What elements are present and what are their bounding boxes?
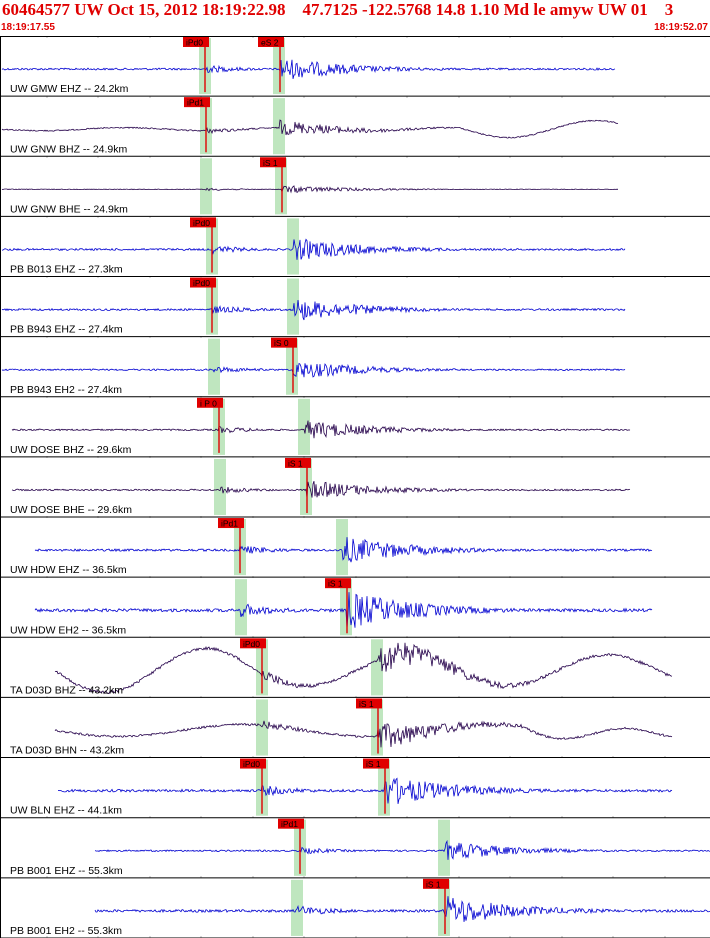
pick-label-box[interactable] — [260, 157, 286, 168]
pick-label-box[interactable] — [240, 758, 266, 769]
p-window — [200, 158, 212, 215]
pick-label: iPd0 — [193, 218, 210, 228]
station-label: TA D03D BHZ -- 43.2km — [10, 684, 123, 696]
pick-label-box[interactable] — [197, 397, 223, 408]
s-window — [275, 158, 287, 215]
p-window — [208, 338, 220, 395]
station-label: UW GNW BHZ -- 24.9km — [10, 143, 128, 155]
pick-label-box[interactable] — [183, 37, 209, 47]
s-window — [371, 699, 383, 756]
s-window — [298, 398, 310, 455]
pick-label-box[interactable] — [190, 277, 216, 288]
waveform-trace — [1, 185, 619, 194]
waveform-trace — [57, 777, 673, 804]
waveform-trace — [1, 238, 626, 260]
pick-label: iPd1 — [281, 819, 298, 829]
station-label: TA D03D BHN -- 43.2km — [10, 745, 124, 757]
pick-label: iS 1 — [263, 158, 278, 168]
station-label: UW GNW BHE -- 24.9km — [10, 203, 128, 215]
station-label: PB B013 EHZ -- 27.3km — [10, 264, 123, 276]
record-header: 60464577 UW Oct 15, 2012 18:19:22.98 47.… — [0, 0, 710, 36]
waveform-trace — [11, 480, 631, 499]
station-label: UW GMW EHZ -- 24.2km — [10, 83, 129, 95]
pick-label-box[interactable] — [356, 698, 382, 709]
pick-label: iS 1 — [359, 699, 374, 709]
station-label: UW HDW EH2 -- 36.5km — [10, 624, 126, 636]
station-label: PB B943 EH2 -- 27.4km — [10, 384, 122, 396]
station-label: PB B001 EH2 -- 55.3km — [10, 925, 122, 937]
pick-label-box[interactable] — [190, 217, 216, 228]
station-label: UW BLN EHZ -- 44.1km — [10, 805, 122, 817]
waveform-trace — [54, 720, 673, 748]
pick-label: eS 2 — [261, 38, 279, 48]
station-label: UW DOSE BHE -- 29.6km — [10, 504, 132, 516]
s-window — [300, 458, 312, 516]
s-window — [438, 819, 450, 876]
waveform-trace — [94, 896, 710, 922]
waveform-trace — [1, 119, 619, 139]
waveform-trace — [34, 592, 653, 629]
s-window — [286, 338, 298, 395]
pick-label-box[interactable] — [363, 758, 389, 769]
pick-label-box[interactable] — [258, 37, 284, 47]
pick-label: iS 1 — [426, 879, 441, 889]
waveform-trace — [11, 420, 631, 439]
pick-label-box[interactable] — [184, 97, 210, 108]
pick-label: iPd0 — [243, 639, 260, 649]
s-window — [438, 879, 450, 936]
pick-label-box[interactable] — [285, 457, 311, 468]
waveform-trace — [1, 362, 626, 378]
s-window — [336, 519, 348, 576]
station-label: PB B943 EHZ -- 27.4km — [10, 324, 123, 336]
waveform-trace — [1, 300, 626, 321]
waveform-trace — [34, 537, 653, 563]
pick-label-box[interactable] — [325, 578, 351, 589]
station-label: PB B001 EHZ -- 55.3km — [10, 865, 123, 877]
waveform-trace — [54, 642, 673, 695]
p-window — [256, 699, 268, 756]
p-window — [235, 579, 247, 636]
pick-label-box[interactable] — [423, 878, 449, 889]
pick-label: iS 1 — [328, 579, 343, 589]
pick-label: iPd0 — [186, 38, 203, 48]
s-window — [371, 639, 383, 696]
pick-label-box[interactable] — [271, 337, 297, 348]
time-end-label: 18:19:52.07 — [654, 22, 708, 33]
s-window — [287, 278, 299, 335]
event-title: 60464577 UW Oct 15, 2012 18:19:22.98 47.… — [2, 0, 674, 19]
pick-label: iS 1 — [366, 759, 381, 769]
pick-label: iPd1 — [221, 519, 238, 529]
s-window — [273, 38, 285, 95]
pick-label-box[interactable] — [218, 518, 244, 529]
pick-label: i P 0 — [200, 398, 217, 408]
p-window — [214, 458, 226, 516]
time-start-label: 18:19:17.55 — [1, 22, 55, 33]
pick-label: iPd0 — [193, 278, 210, 288]
station-label: UW HDW EHZ -- 36.5km — [10, 564, 127, 576]
pick-label-box[interactable] — [240, 638, 266, 649]
seismogram-panel: iPd0 eS 2 iPd1 iS 1 iPd0 iPd0 iS 0 i P 0 iS 1 iPd… — [0, 36, 710, 938]
pick-label: iS 1 — [288, 458, 303, 468]
pick-label: iS 0 — [274, 338, 289, 348]
pick-label-box[interactable] — [278, 818, 304, 829]
pick-label: iPd0 — [243, 759, 260, 769]
station-label: UW DOSE BHZ -- 29.6km — [10, 444, 132, 456]
pick-label: iPd1 — [187, 98, 204, 108]
waveform-trace — [1, 59, 616, 79]
waveform-trace — [94, 839, 710, 860]
